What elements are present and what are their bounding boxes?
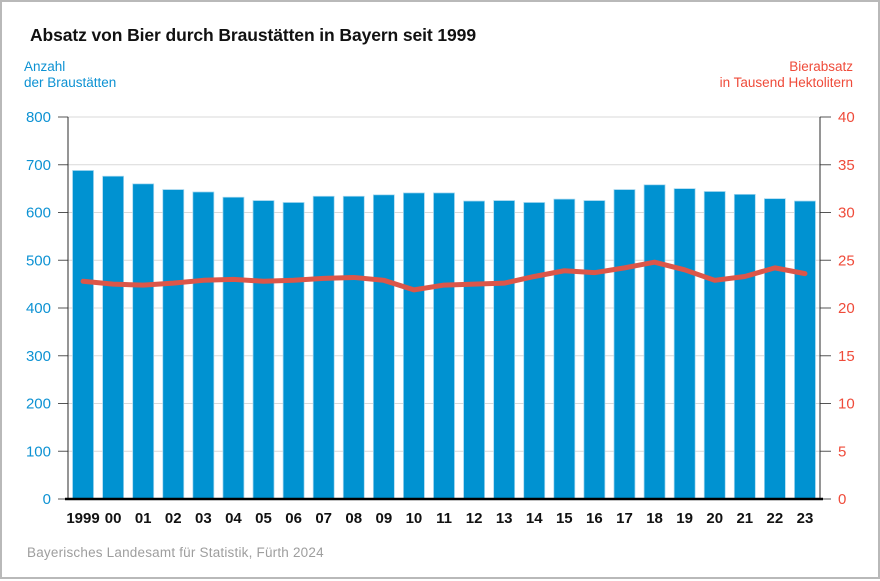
x-tick-label-12: 12 <box>466 510 483 527</box>
bar-22 <box>764 198 786 500</box>
bar-04 <box>222 196 245 500</box>
bar-19 <box>673 188 696 500</box>
x-tick-label-07: 07 <box>315 510 332 527</box>
right-axis-title-line2: in Tausend Hektolitern <box>719 75 853 90</box>
x-tick-label-06: 06 <box>285 510 302 527</box>
x-tick-label-23: 23 <box>797 510 814 527</box>
x-tick-label-15: 15 <box>556 510 573 527</box>
x-tick-label-13: 13 <box>496 510 513 527</box>
x-tick-label-1999: 1999 <box>66 510 99 527</box>
bar-18 <box>643 184 666 500</box>
left-tick-label: 300 <box>26 348 51 365</box>
left-axis-title-line2: der Braustätten <box>24 75 117 90</box>
bar-11 <box>433 192 455 500</box>
x-tick-label-01: 01 <box>135 510 152 527</box>
right-axis-title-line1: Bierabsatz <box>789 59 853 74</box>
bar-21 <box>733 193 756 500</box>
x-tick-label-16: 16 <box>586 510 603 527</box>
x-tick-label-08: 08 <box>345 510 362 527</box>
right-tick-label: 0 <box>838 491 846 508</box>
right-tick-label: 5 <box>838 443 846 460</box>
left-tick-label: 600 <box>26 205 51 222</box>
bar-06 <box>282 202 305 500</box>
left-tick-label: 500 <box>26 252 51 269</box>
bar-16 <box>583 200 606 500</box>
bar-1999 <box>72 170 94 500</box>
bar-09 <box>372 194 395 500</box>
bar-00 <box>102 175 124 500</box>
bar-01 <box>132 183 155 500</box>
right-tick-label: 30 <box>838 205 855 222</box>
bar-03 <box>192 191 215 500</box>
x-tick-label-10: 10 <box>406 510 423 527</box>
x-tick-label-11: 11 <box>436 510 452 527</box>
x-tick-label-04: 04 <box>225 510 242 527</box>
bar-20 <box>703 191 726 500</box>
bar-23 <box>794 200 816 500</box>
right-tick-label: 35 <box>838 157 855 174</box>
right-axis-title: Bierabsatz in Tausend Hektolitern <box>720 59 853 91</box>
bar-08 <box>342 195 365 500</box>
page-title: Absatz von Bier durch Braustätten in Bay… <box>30 25 476 45</box>
x-tick-label-18: 18 <box>646 510 663 527</box>
left-tick-label: 400 <box>26 300 51 317</box>
x-tick-label-03: 03 <box>195 510 212 527</box>
bar-14 <box>523 202 546 500</box>
right-tick-label: 10 <box>838 396 855 413</box>
bar-05 <box>252 200 275 500</box>
x-tick-label-09: 09 <box>375 510 392 527</box>
left-tick-label: 800 <box>26 109 51 126</box>
left-tick-label: 200 <box>26 396 51 413</box>
bar-15 <box>553 198 576 500</box>
bar-02 <box>162 189 185 500</box>
bar-10 <box>403 192 425 500</box>
x-tick-label-17: 17 <box>616 510 633 527</box>
x-tick-label-02: 02 <box>165 510 182 527</box>
x-tick-label-20: 20 <box>706 510 723 527</box>
bar-17 <box>613 189 636 500</box>
bar-13 <box>493 200 516 500</box>
x-tick-label-19: 19 <box>676 510 693 527</box>
right-tick-label: 25 <box>838 252 855 269</box>
x-tick-label-05: 05 <box>255 510 272 527</box>
left-tick-label: 100 <box>26 443 51 460</box>
sales-line <box>80 259 808 293</box>
x-tick-label-21: 21 <box>736 510 753 527</box>
right-tick-label: 40 <box>838 109 855 126</box>
x-tick-label-22: 22 <box>767 510 784 527</box>
right-tick-label: 15 <box>838 348 855 365</box>
bar-12 <box>463 200 485 500</box>
x-tick-label-00: 00 <box>105 510 122 527</box>
left-axis-title-line1: Anzahl <box>24 59 66 74</box>
left-axis-title: Anzahl der Braustätten <box>24 59 116 91</box>
left-tick-label: 0 <box>43 491 51 508</box>
source-note: Bayerisches Landesamt für Statistik, Für… <box>27 545 324 560</box>
bar-07 <box>312 195 335 500</box>
right-tick-label: 20 <box>838 300 855 317</box>
left-tick-label: 700 <box>26 157 51 174</box>
x-tick-label-14: 14 <box>526 510 543 527</box>
